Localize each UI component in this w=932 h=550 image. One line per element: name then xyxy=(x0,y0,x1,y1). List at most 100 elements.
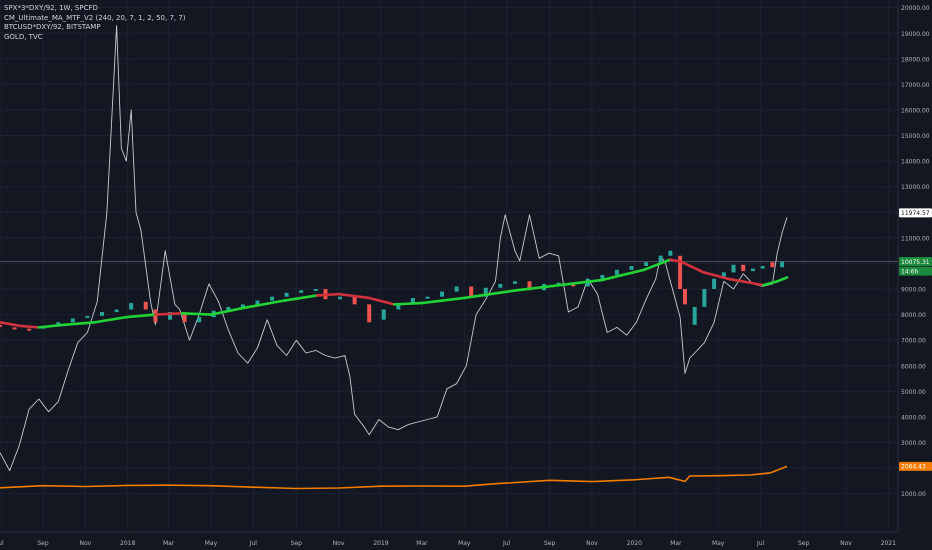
gold-line xyxy=(0,465,788,490)
candle-down xyxy=(741,264,746,272)
x-tick-label: Mar xyxy=(670,540,682,547)
x-tick-label: Jul xyxy=(0,540,4,547)
candle-up xyxy=(498,283,503,288)
candle-up xyxy=(702,289,707,307)
ma-segment xyxy=(680,260,705,274)
candle-up xyxy=(100,312,105,316)
legend: SPX*3*DXY/92, 1W, SPCFD CM_Ultimate_MA_M… xyxy=(4,4,186,42)
ma-segment xyxy=(642,258,672,272)
price-label-text: 10075.31 xyxy=(901,259,930,266)
candle-up xyxy=(197,317,202,323)
ma-segment xyxy=(93,315,128,324)
legend-btc-overlay[interactable]: BTCUSD*DXY/92, BITSTAMP xyxy=(4,23,101,31)
candle-up xyxy=(338,296,343,300)
x-tick-label: May xyxy=(458,540,471,547)
candle-up xyxy=(692,306,697,325)
x-tick-label: Sep xyxy=(544,540,556,547)
x-tick-label: Nov xyxy=(586,540,598,547)
y-tick-label: 15000.00 xyxy=(901,133,930,140)
y-tick-label: 16000.00 xyxy=(901,107,930,114)
y-tick-label: 9000.00 xyxy=(901,287,926,294)
candle-up xyxy=(731,264,736,273)
candle-down xyxy=(182,312,187,323)
price-label-box xyxy=(899,266,932,276)
y-tick-label: 17000.00 xyxy=(901,82,930,89)
ma-segment xyxy=(20,324,41,329)
y-tick-label: 4000.00 xyxy=(901,414,926,421)
btc-line xyxy=(0,25,788,472)
candle-up xyxy=(70,318,75,323)
candle-up xyxy=(410,297,415,305)
candle-down xyxy=(469,286,474,297)
candle-down xyxy=(682,289,687,305)
ma-segment xyxy=(726,277,751,284)
candle-up xyxy=(255,300,260,305)
x-tick-label: May xyxy=(205,540,218,547)
price-label-box xyxy=(899,257,932,267)
candle-down xyxy=(12,327,17,330)
y-tick-label: 18000.00 xyxy=(901,56,930,63)
x-tick-label: 2018 xyxy=(120,540,135,547)
y-tick-label: 3000.00 xyxy=(901,440,926,447)
candle-up xyxy=(614,269,619,275)
ma-segment xyxy=(0,320,23,328)
candle-up xyxy=(313,289,318,292)
candle-up xyxy=(780,261,785,268)
candle-up xyxy=(721,272,726,279)
candle-up xyxy=(240,304,245,307)
legend-main-symbol[interactable]: SPX*3*DXY/92, 1W, SPCFD xyxy=(4,4,98,12)
candle-down xyxy=(678,255,683,290)
y-tick-label: 1000.00 xyxy=(901,491,926,498)
ma-segment xyxy=(62,320,97,327)
ma-segment xyxy=(600,268,646,282)
ma-segment xyxy=(748,281,765,287)
candle-down xyxy=(367,304,372,323)
y-tick-label: 20000.00 xyxy=(901,5,930,12)
candle-up xyxy=(299,290,304,293)
x-tick-label: Jul xyxy=(502,540,511,547)
candle-up xyxy=(512,281,517,284)
legend-indicator[interactable]: CM_Ultimate_MA_MTF_V2 (240, 20, 7, 1, 2,… xyxy=(4,13,186,22)
btc-series xyxy=(0,25,788,472)
y-tick-label: 5000.00 xyxy=(901,389,926,396)
x-tick-label: Jul xyxy=(249,540,258,547)
y-tick-label: 8000.00 xyxy=(901,312,926,319)
y-tick-label: 11000.00 xyxy=(901,235,930,242)
candle-up xyxy=(226,306,231,311)
candle-up xyxy=(85,315,90,318)
x-tick-label: Jul xyxy=(756,540,765,547)
ma-segment xyxy=(154,312,184,316)
candle-up xyxy=(644,262,649,266)
ma-segment xyxy=(669,258,684,264)
candle-down xyxy=(527,281,532,291)
ma-segment xyxy=(180,312,213,316)
y-tick-label: 7000.00 xyxy=(901,338,926,345)
ma-segment xyxy=(420,296,466,305)
candle-up xyxy=(168,312,173,320)
candle-up xyxy=(750,268,755,272)
ma-segment xyxy=(462,288,518,300)
candle-down xyxy=(143,301,148,310)
x-tick-label: Nov xyxy=(840,540,852,547)
ma-segment xyxy=(240,299,286,310)
candle-up xyxy=(600,274,605,279)
candle-up xyxy=(381,309,386,320)
price-label-text: 2064.43 xyxy=(901,464,926,471)
x-tick-label: Sep xyxy=(798,540,810,547)
candle-up xyxy=(483,287,488,297)
ma-segment xyxy=(392,301,424,306)
ma-segment xyxy=(762,280,779,287)
y-tick-label: 14000.00 xyxy=(901,159,930,166)
legend-gold-overlay[interactable]: GOLD, TVC xyxy=(4,32,43,41)
candle-down xyxy=(0,324,2,327)
candle-up xyxy=(129,303,134,310)
candle-up xyxy=(629,266,634,270)
price-label-box xyxy=(899,461,932,471)
candle-up xyxy=(396,304,401,310)
ma-segment xyxy=(283,294,319,302)
candle-up xyxy=(284,292,289,297)
ma-segment xyxy=(125,313,157,319)
ma-segment xyxy=(775,276,789,283)
